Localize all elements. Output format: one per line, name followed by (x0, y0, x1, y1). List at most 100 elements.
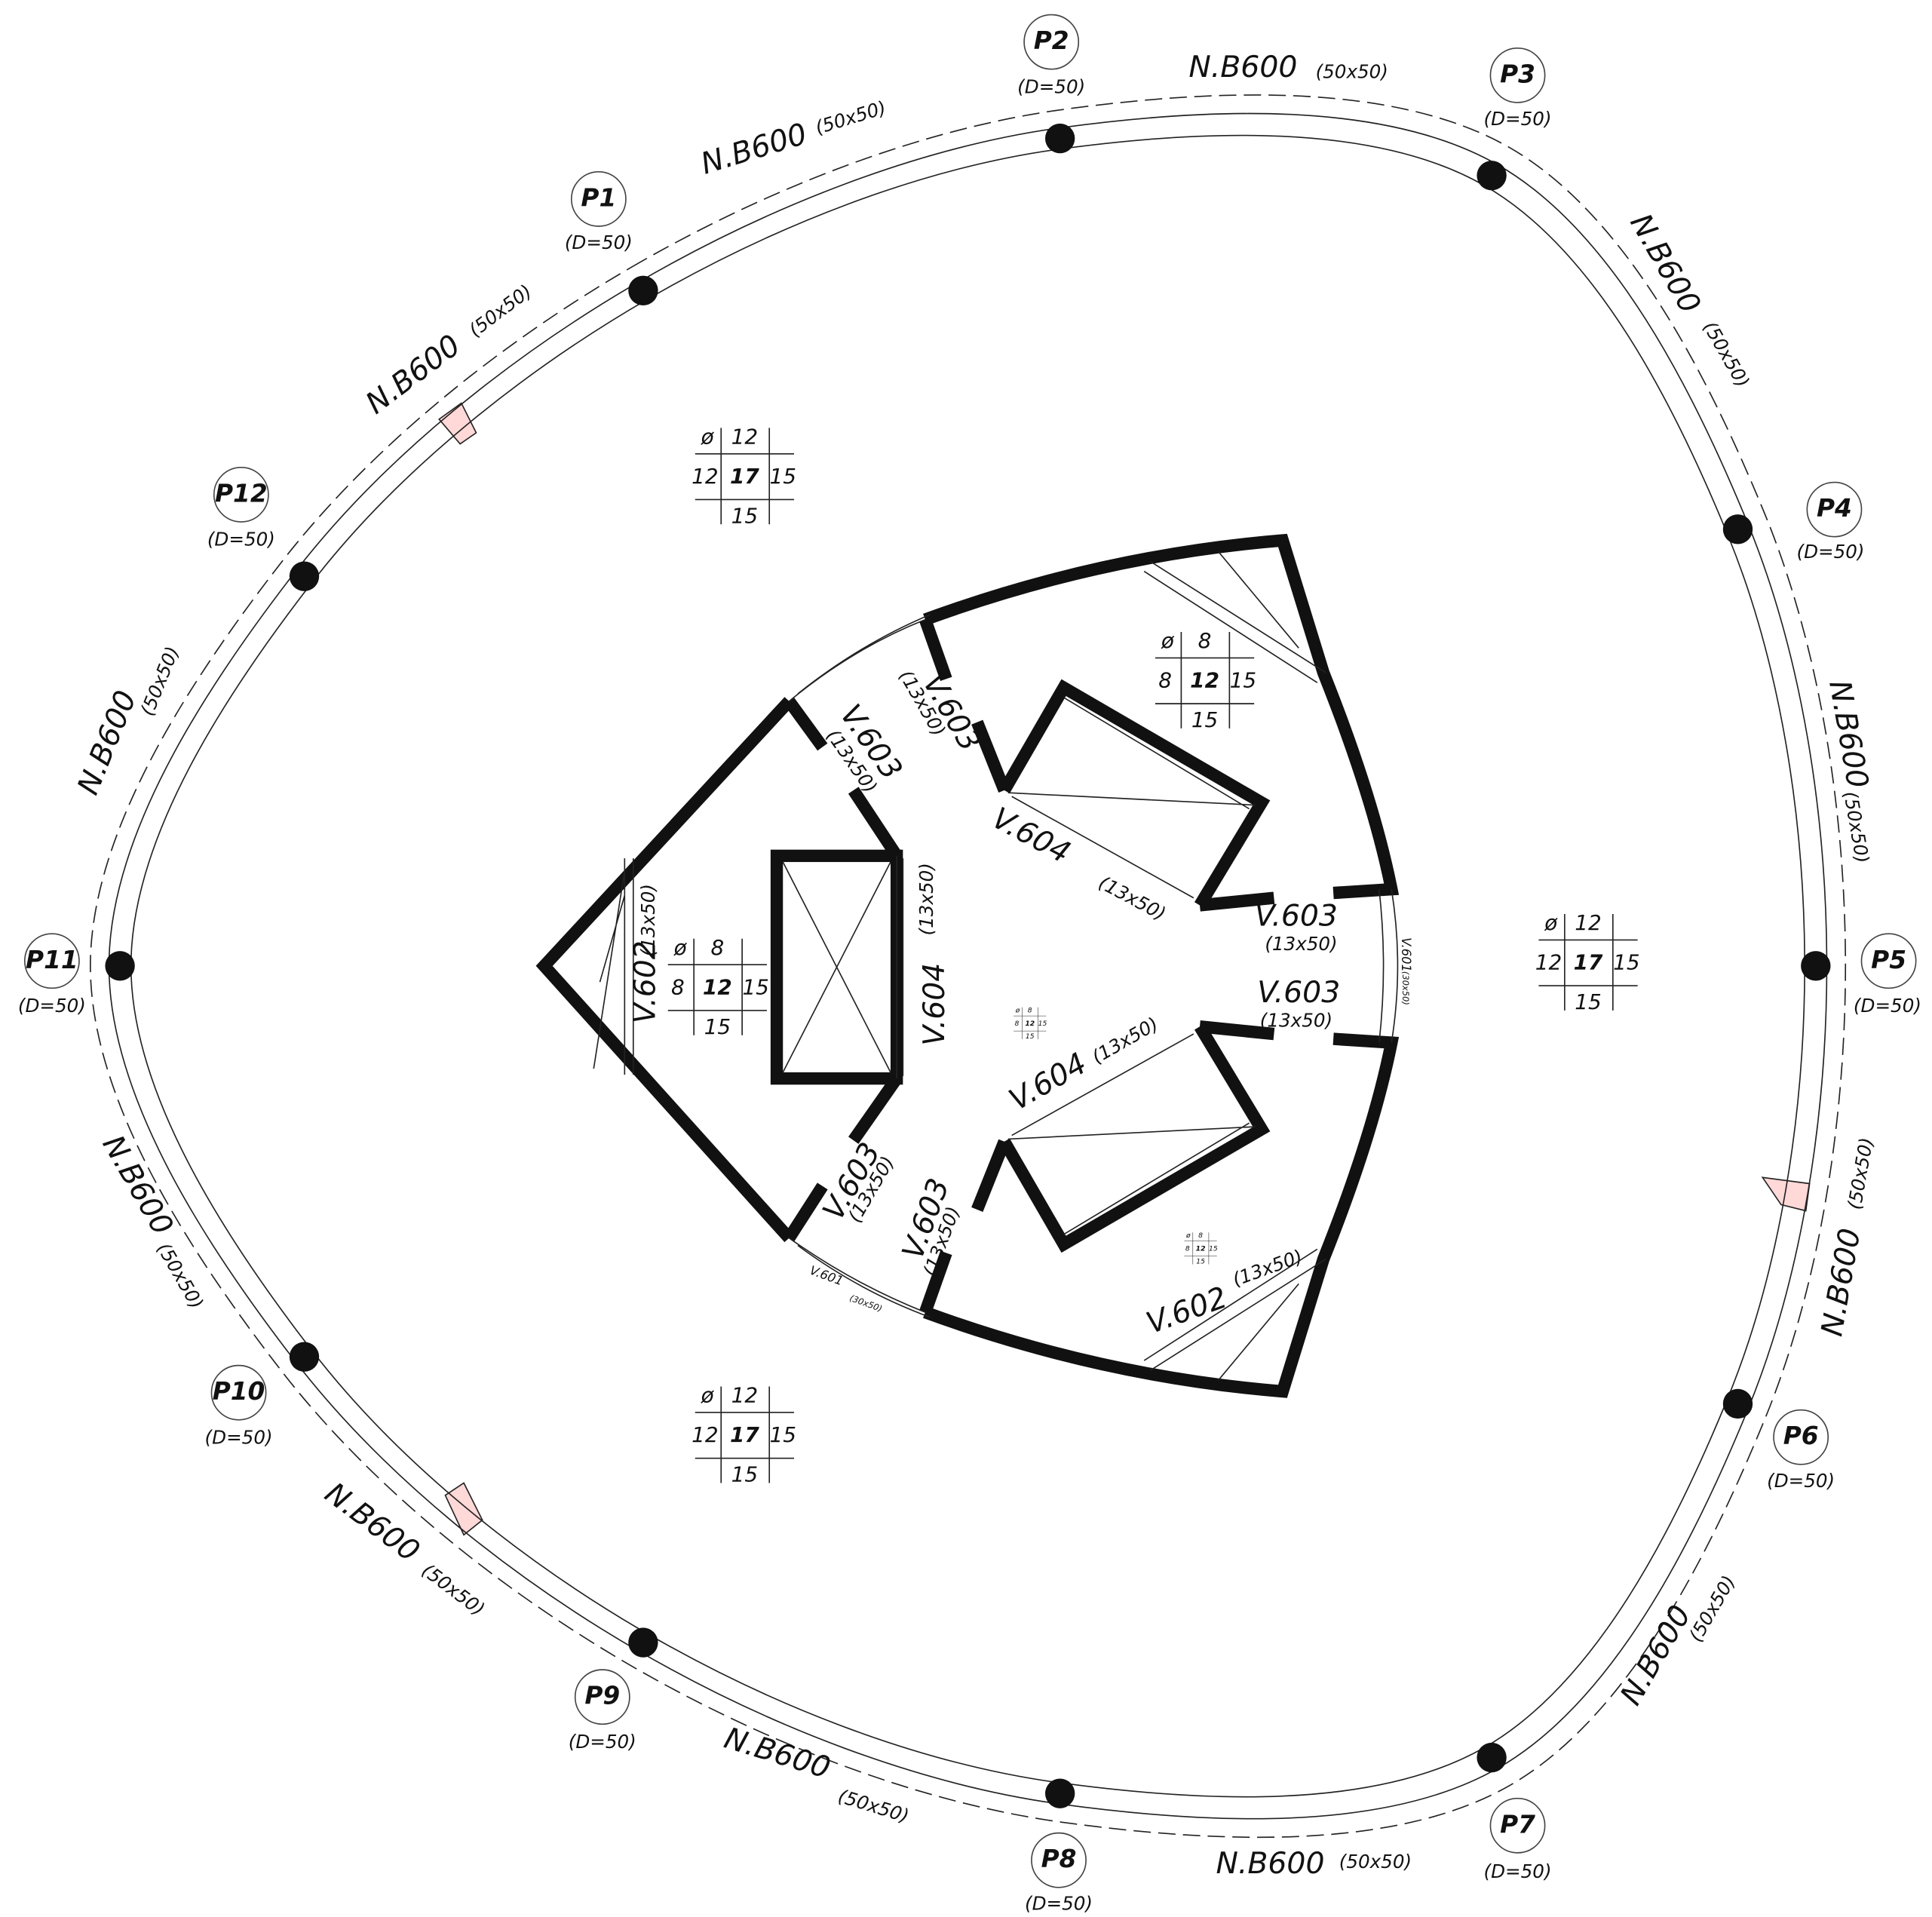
beam-size: (50x50) (465, 280, 535, 341)
slab-grid (1014, 1007, 1047, 1039)
core-beam-size: (13x50) (1229, 1245, 1305, 1290)
pillar-note: (D=50) (1025, 1893, 1093, 1915)
pillar-label: P3 (1500, 60, 1535, 88)
pillar-column (1801, 951, 1831, 981)
slab-bottom: 15 (731, 503, 758, 528)
pillar-column (1044, 1778, 1075, 1808)
core-beam-label: V.603 (1255, 898, 1338, 933)
slab-symbol: ø (701, 424, 715, 449)
pillar-tag (213, 467, 269, 523)
beam-label: N.B600 (71, 686, 144, 799)
left-core-wall (535, 697, 902, 1243)
pillar: P7 (D=50) (1477, 1742, 1552, 1882)
core-beam-size: (13x50) (1088, 1013, 1162, 1068)
pillar-tag (210, 1364, 267, 1421)
core-walls (535, 533, 1400, 1398)
pillar-column (1722, 1388, 1753, 1419)
beam-size: (50x50) (152, 1239, 207, 1313)
slab-right: 15 (742, 974, 768, 999)
slab-right: 15 (1230, 668, 1256, 693)
slab-bottom: 15 (704, 1014, 731, 1039)
core-beam-label: V.602 (1142, 1280, 1231, 1341)
core-beam-size: (13x50) (1265, 933, 1337, 955)
slab-right: 15 (1038, 1020, 1047, 1028)
opening-marker (444, 1482, 483, 1536)
pillar: P5 (D=50) (1801, 933, 1921, 1017)
slab-symbol: ø (1185, 1231, 1191, 1240)
pillar-tag (1489, 1797, 1546, 1854)
core-beam-size: (13x50) (1095, 872, 1170, 925)
beam-label: N.B600 (720, 1721, 834, 1786)
slab-symbol: ø (673, 935, 688, 960)
core-beam-size: (30x50) (848, 1293, 884, 1314)
pillar-label: P1 (581, 183, 616, 212)
slab-right: 15 (770, 1422, 796, 1447)
slab-left: 12 (1535, 950, 1562, 975)
ring-beam-outer (108, 112, 1828, 1820)
slab-center: 17 (730, 1422, 759, 1447)
slab-left: 8 (1014, 1020, 1019, 1028)
beam-label: N.B600 (1814, 1225, 1867, 1339)
slab-center: 17 (1574, 950, 1603, 975)
slab-center: 17 (730, 464, 759, 489)
slab-bottom: 15 (731, 1462, 758, 1487)
slab-right: 15 (770, 464, 796, 489)
pillar: P4 (D=50) (1722, 481, 1865, 563)
beam-size: (50x50) (1843, 1136, 1877, 1211)
top-core-wall (919, 533, 1400, 912)
ring-slab-edge (90, 94, 1847, 1839)
slab-symbol: ø (1161, 628, 1175, 653)
pillar-tag (1031, 1832, 1087, 1888)
core-thin-lines (788, 614, 1399, 1318)
beam-label: N.B600 (1623, 208, 1707, 320)
slab-grid (667, 938, 767, 1035)
core-beam-size: (13x50) (1260, 1010, 1332, 1032)
beam-label: N.B600 (1216, 1846, 1324, 1881)
beam-label: N.B600 (1614, 1600, 1698, 1711)
slab-bottom: 15 (1026, 1032, 1035, 1041)
pillar-note: (D=50) (569, 1731, 636, 1753)
slab-table: ø 12 12 17 15 15 (692, 1383, 796, 1487)
core-beam-label: V.604 (1003, 1046, 1092, 1118)
pillar: P8 (D=50) (1025, 1778, 1093, 1915)
pillar: P2 (D=50) (1017, 14, 1085, 154)
slab-left: 8 (1185, 1244, 1190, 1253)
pillar-tag (23, 933, 80, 989)
pillar-note: (D=50) (1854, 995, 1921, 1017)
pillar-column (1477, 161, 1507, 191)
pillar-tag (1806, 481, 1863, 538)
slab-center: 12 (1025, 1020, 1035, 1028)
pillar-label: P4 (1817, 494, 1852, 523)
pillar-tag (1773, 1409, 1829, 1465)
pillar-tag (1489, 47, 1546, 103)
slab-top: 8 (1028, 1007, 1032, 1015)
beam-size: (50x50) (813, 97, 889, 139)
slab-symbol: ø (1015, 1007, 1020, 1015)
pillar: P1 (D=50) (565, 171, 658, 305)
slab-grid (1538, 913, 1638, 1011)
pillar: P3 (D=50) (1477, 47, 1552, 191)
slab-bottom: 15 (1191, 707, 1218, 732)
pillar-note: (D=50) (1017, 75, 1085, 97)
pillar-note: (D=50) (1484, 108, 1552, 130)
pillar-note: (D=50) (1484, 1860, 1552, 1882)
pillar-column (1722, 514, 1753, 544)
bottom-core-wall (919, 1020, 1400, 1398)
pillar-tag (574, 1669, 630, 1725)
pillar: P11 (D=50) (18, 933, 135, 1017)
pillar-note: (D=50) (207, 529, 275, 551)
slab-left: 12 (692, 464, 718, 489)
pillar-note: (D=50) (18, 995, 86, 1017)
core-beam-size: (13x50) (637, 884, 659, 956)
beam-size: (50x50) (1839, 790, 1873, 865)
slab-top: 8 (710, 935, 724, 960)
pillar-column (1477, 1742, 1507, 1773)
pillar-column (289, 561, 320, 591)
slab-left: 12 (692, 1422, 718, 1447)
top-shaft-lines (1007, 551, 1326, 899)
pillar: P6 (D=50) (1722, 1388, 1835, 1492)
slab-symbol: ø (701, 1383, 715, 1408)
slab-right: 15 (1613, 950, 1639, 975)
pillar-note: (D=50) (205, 1426, 273, 1448)
